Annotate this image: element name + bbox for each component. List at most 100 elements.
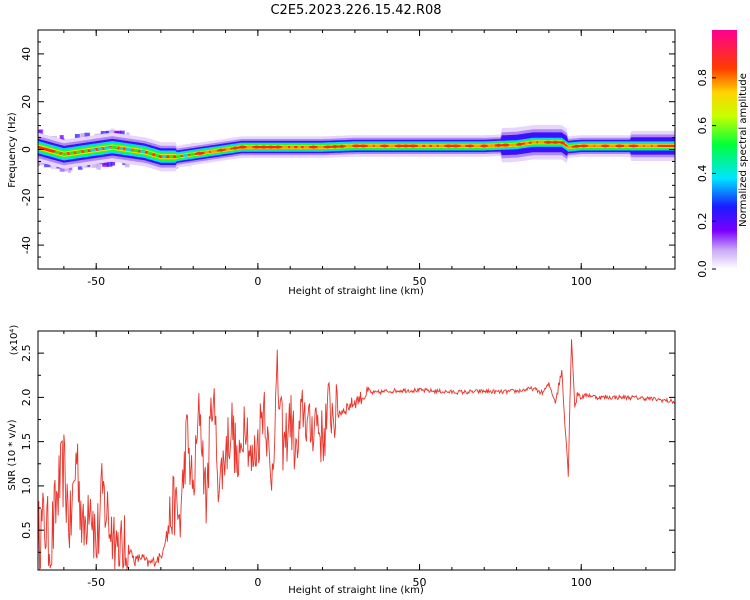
spectral-peak — [75, 150, 83, 154]
spectral-noise-cell — [80, 133, 85, 140]
spectral-peak — [616, 144, 623, 148]
spectral-peak — [103, 146, 112, 150]
y-tick-label: 1.5 — [20, 433, 33, 451]
spectral-peak — [268, 145, 274, 149]
spectral-noise-cell — [77, 165, 83, 170]
spectral-peak — [119, 146, 124, 151]
spectral-peak — [631, 144, 637, 148]
y-tick-label: 2.0 — [20, 389, 33, 407]
spectral-peak — [587, 144, 595, 148]
spectral-peak — [396, 144, 402, 148]
spectral-noise-cell — [124, 161, 130, 168]
spectral-peak — [89, 148, 97, 152]
spectral-peak — [139, 150, 146, 154]
spectrogram-x-label: Height of straight line (km) — [288, 286, 424, 297]
spectral-peak — [487, 144, 496, 148]
spectral-peak — [110, 145, 119, 149]
colorbar-ticks: 0.0 0.2 0.4 0.6 0.8 — [696, 69, 716, 278]
spectral-noise-cell — [96, 163, 102, 170]
spectral-peak — [560, 141, 565, 145]
spectral-peak — [275, 145, 281, 149]
spectral-peak — [481, 144, 488, 148]
colorbar-tick-label: 0.8 — [696, 69, 709, 87]
spectrogram-panel: -50 0 50 100 -40 -20 0 20 40 Height of straight… — [7, 29, 676, 297]
spectral-peak — [124, 147, 133, 152]
snr-x-label: Height of straight line (km) — [288, 585, 424, 596]
spectral-peak — [182, 153, 189, 158]
spectral-peak — [54, 150, 61, 155]
spectral-peak — [573, 144, 580, 148]
x-tick-label: 100 — [571, 576, 592, 589]
spectral-peak — [325, 145, 331, 149]
y-tick-label: -40 — [20, 236, 33, 254]
x-tick-label: 100 — [571, 275, 592, 288]
snr-y-label: SNR (10 * v/v) — [7, 419, 18, 490]
spectral-peak — [581, 144, 587, 148]
spectral-peak — [409, 144, 417, 148]
spectral-peak — [623, 144, 630, 148]
spectral-peak — [524, 141, 529, 145]
spectrogram-plot-area — [38, 125, 675, 173]
spectral-peak — [161, 155, 167, 159]
snr-scale-label: (x10⁴) — [9, 325, 20, 356]
spectral-peak — [317, 145, 324, 149]
spectral-peak — [195, 151, 204, 155]
spectral-noise-cell — [38, 160, 45, 165]
spectral-peak — [567, 145, 573, 149]
x-tick-label: 50 — [413, 275, 427, 288]
spectral-peak — [97, 147, 103, 151]
spectral-peak — [297, 145, 302, 149]
spectral-peak — [552, 140, 559, 144]
x-tick-label: 0 — [254, 275, 261, 288]
spectral-peak — [239, 145, 246, 149]
spectral-noise-cell — [74, 134, 80, 141]
spectral-peak — [508, 143, 517, 147]
spectral-peak — [425, 144, 430, 148]
y-tick-label: 20 — [20, 95, 33, 109]
spectral-peak — [360, 144, 367, 148]
spectral-noise-cell — [110, 160, 116, 166]
spectrogram-x-ticks: -50 0 50 100 — [63, 30, 647, 288]
spectrogram-y-ticks: -40 -20 0 20 40 — [20, 41, 675, 258]
spectral-peak — [246, 145, 253, 149]
spectral-peak — [253, 145, 260, 149]
spectral-peak — [225, 147, 231, 151]
spectral-peak — [367, 144, 374, 148]
spectral-peak — [218, 148, 224, 152]
spectral-peak — [594, 144, 602, 148]
snr-frame — [37, 330, 676, 571]
spectral-peak — [495, 143, 502, 147]
spectral-peak — [452, 144, 460, 148]
spectral-peak — [345, 144, 353, 148]
spectral-peak — [68, 151, 75, 155]
spectral-noise-cell — [109, 129, 115, 134]
snr-x-ticks: -50 0 50 100 — [63, 331, 647, 589]
snr-line — [38, 339, 675, 570]
y-tick-label: 2.5 — [20, 344, 33, 362]
colorbar-tick-label: 0.4 — [696, 165, 709, 183]
spectral-peak — [154, 153, 160, 158]
spectral-noise-cell — [119, 130, 125, 137]
spectral-peak — [281, 145, 289, 149]
chart-title: C2E5.2023.226.15.42.R08 — [270, 3, 441, 18]
y-tick-label: 1.0 — [20, 477, 33, 495]
spectral-peak — [460, 144, 466, 148]
spectral-peak — [516, 142, 523, 146]
spectral-peak — [403, 144, 409, 148]
spectral-peak — [146, 151, 154, 156]
x-tick-label: 50 — [413, 576, 427, 589]
spectral-noise-cell — [50, 164, 57, 170]
y-tick-label: 40 — [20, 47, 33, 61]
spectral-peak — [531, 140, 537, 144]
spectrogram-y-label: Frequency (Hz) — [7, 112, 18, 188]
y-tick-label: 0 — [20, 146, 33, 153]
colorbar-tick-label: 0.0 — [696, 260, 709, 278]
spectral-noise-cell — [44, 164, 51, 168]
spectral-peak — [332, 145, 338, 149]
colorbar-gradient — [712, 30, 737, 269]
spectral-peak — [502, 143, 509, 147]
spectral-peak — [61, 152, 68, 156]
spectral-peak — [467, 144, 473, 148]
spectral-noise-cell — [62, 166, 69, 172]
